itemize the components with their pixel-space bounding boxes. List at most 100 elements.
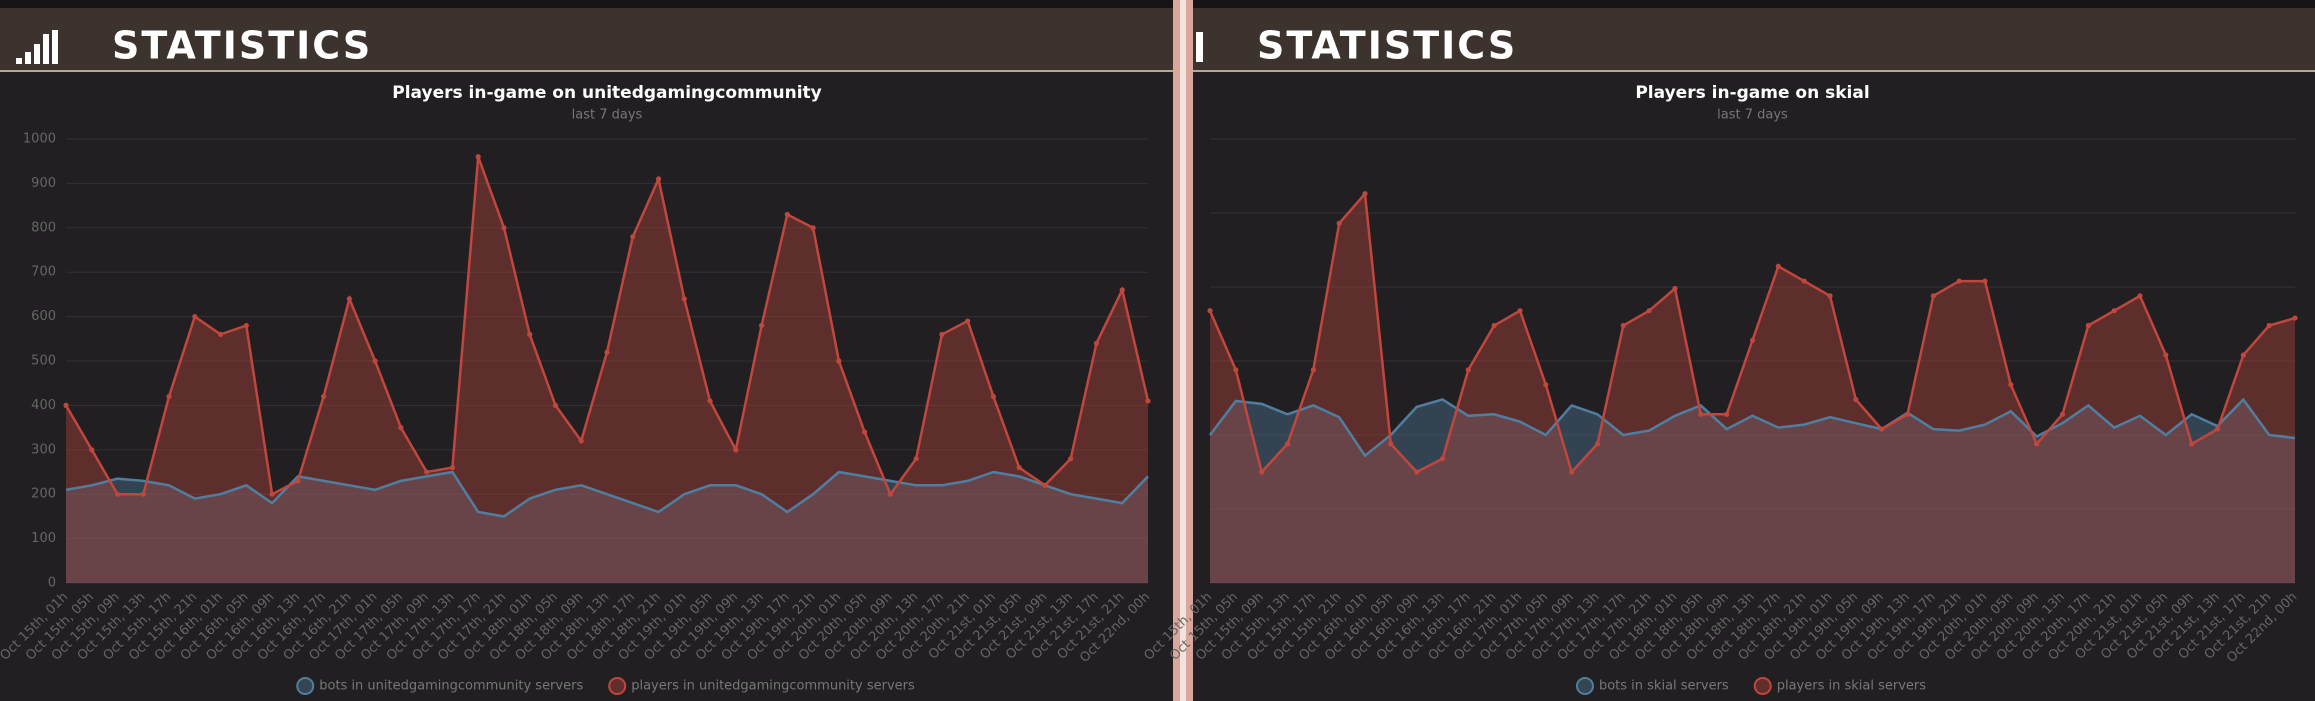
data-point (1233, 367, 1239, 373)
data-point (1259, 469, 1265, 475)
data-point (140, 491, 146, 497)
data-point (217, 331, 224, 337)
data-point (1698, 411, 1704, 417)
data-point (1439, 456, 1446, 462)
data-point (2214, 426, 2221, 432)
chart-subtitle: last 7 days (1717, 108, 1788, 123)
series-area (66, 156, 1148, 584)
top-bar (1193, 0, 2315, 8)
data-point (1749, 337, 1756, 343)
data-point (424, 469, 430, 475)
data-point (1982, 278, 1988, 284)
data-point (1016, 464, 1022, 471)
y-tick-label: 800 (31, 220, 56, 235)
data-point (1119, 287, 1125, 293)
data-point (2137, 293, 2143, 299)
data-point (1879, 426, 1885, 432)
data-point (939, 331, 945, 337)
data-point (2111, 308, 2117, 314)
data-point (1724, 411, 1730, 417)
data-point (1775, 263, 1781, 269)
data-point (1465, 367, 1471, 373)
data-point (1801, 278, 1807, 284)
data-point (2292, 315, 2298, 321)
series-area (66, 472, 1148, 583)
chart-subtitle: last 7 days (572, 108, 643, 123)
data-point (965, 318, 971, 324)
signal-icon (16, 30, 58, 64)
data-point (2085, 322, 2091, 329)
data-point (1042, 482, 1048, 488)
data-point (1620, 322, 1626, 329)
data-point (836, 358, 842, 364)
legend-label: players in unitedgamingcommunity servers (631, 679, 915, 694)
data-point (63, 402, 69, 408)
data-point (449, 464, 456, 471)
legend: bots in skial servers players in skial se… (1575, 677, 1927, 695)
header-rule (0, 70, 1173, 72)
y-tick-label: 700 (31, 265, 56, 280)
page-header: STATISTICS (112, 24, 372, 68)
data-point (321, 393, 327, 400)
legend-marker (296, 677, 315, 695)
data-point (1145, 398, 1151, 404)
data-point (1414, 469, 1420, 475)
y-tick-label: 300 (31, 442, 56, 457)
data-point (733, 447, 739, 453)
top-bar (0, 0, 1173, 8)
y-tick-label: 500 (31, 354, 56, 369)
data-point (1388, 441, 1394, 447)
data-point (990, 393, 997, 400)
data-point (269, 491, 275, 497)
data-point (2034, 441, 2040, 447)
data-point (1491, 322, 1497, 329)
data-point (475, 154, 481, 160)
y-tick-label: 200 (31, 487, 56, 502)
y-tick-label: 600 (31, 309, 56, 324)
page-header: STATISTICS (1257, 24, 1517, 68)
data-point (1310, 367, 1316, 373)
data-point (913, 456, 919, 462)
data-point (1853, 396, 1859, 403)
data-point (2240, 352, 2246, 358)
legend: bots in unitedgamingcommunity servers pla… (296, 677, 915, 695)
data-point (1904, 411, 1911, 417)
legend-marker (608, 677, 627, 695)
data-point (2163, 352, 2169, 358)
data-point (398, 425, 404, 431)
legend-label: bots in skial servers (1599, 679, 1729, 694)
series-line (65, 470, 1149, 518)
data-point (527, 331, 533, 337)
legend-marker (1753, 677, 1772, 695)
series-area (1210, 399, 2295, 583)
data-point (192, 314, 198, 320)
data-point (630, 234, 636, 240)
data-point (2008, 382, 2014, 388)
data-point (1569, 469, 1575, 475)
legend-label: players in skial servers (1777, 679, 1927, 694)
window-divider (1180, 0, 1186, 701)
series-area (1210, 193, 2295, 584)
data-point (1646, 308, 1652, 314)
data-point (346, 296, 352, 302)
data-point (552, 402, 559, 408)
chart-title: Players in-game on unitedgamingcommunity (392, 83, 822, 103)
y-tick-label: 0 (48, 576, 56, 591)
data-point (89, 447, 95, 453)
data-point (784, 211, 790, 218)
header-band (0, 8, 1173, 70)
header-band (1193, 8, 2315, 70)
y-tick-label: 100 (31, 531, 56, 546)
data-point (2189, 441, 2195, 447)
chart-title: Players in-game on skial (1635, 83, 1869, 103)
y-tick-label: 400 (31, 398, 56, 413)
data-point (1068, 456, 1074, 462)
data-point (1207, 308, 1213, 314)
data-point (810, 225, 816, 231)
data-point (2266, 322, 2272, 329)
data-point (604, 349, 610, 355)
data-point (243, 322, 249, 329)
data-point (1930, 293, 1936, 299)
